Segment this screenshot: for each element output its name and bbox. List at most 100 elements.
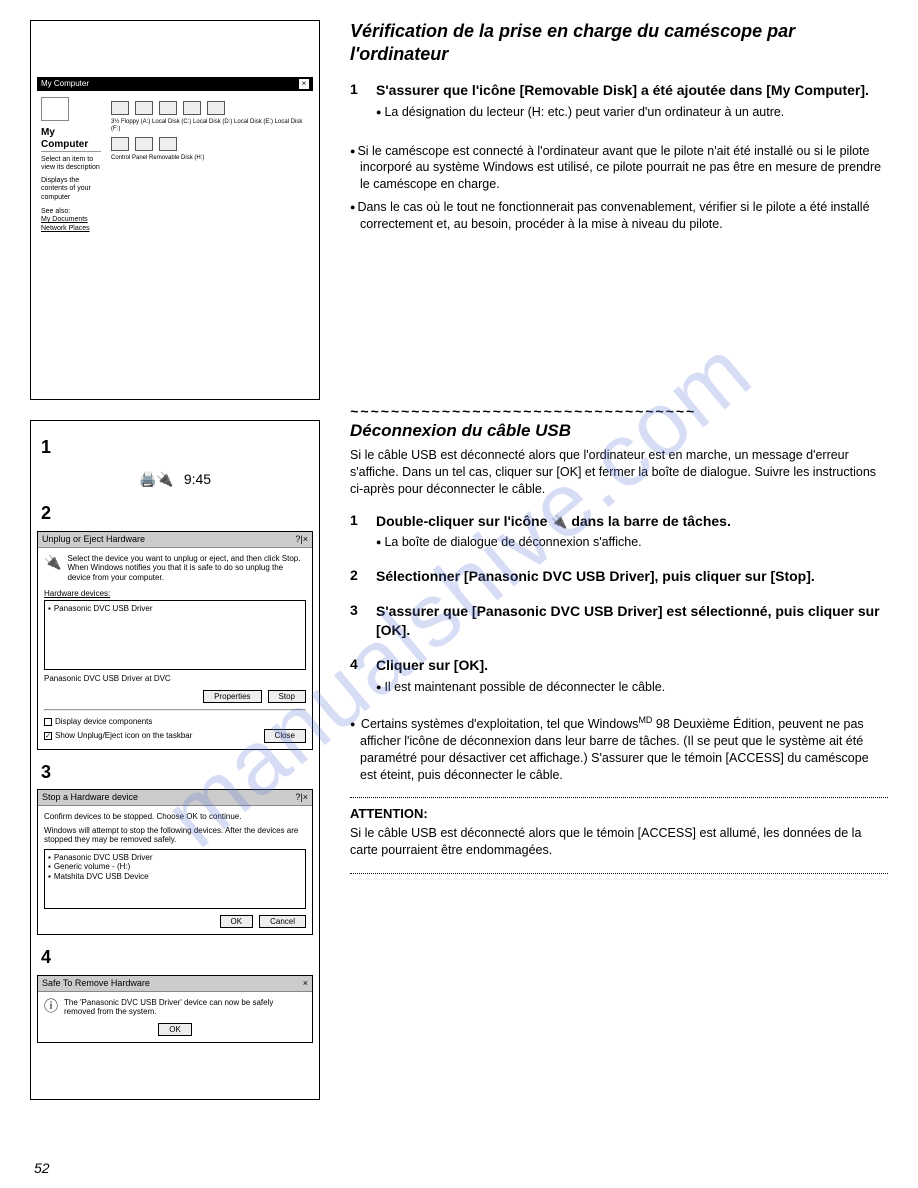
dialog-unplug-info: Select the device you want to unplug or … [67, 554, 306, 583]
wave-separator: ~~~~~~~~~~~~~~~~~~~~~~~~~~~~~~~~~~ [350, 403, 888, 419]
attention-text: Si le câble USB est déconnecté alors que… [350, 825, 888, 859]
device-icon: ▪ [48, 872, 51, 882]
close-button[interactable]: Close [264, 729, 306, 743]
device-icon: ▪ [48, 604, 51, 614]
right-column: Vérification de la prise en charge du ca… [340, 20, 888, 1120]
dialog-safe-title-text: Safe To Remove Hardware [42, 978, 150, 989]
mycomputer-title: My Computer [41, 79, 89, 89]
mycomp-seealso: See also: [41, 208, 101, 216]
screenshot-mycomputer: My Computer × My Computer Select an item… [30, 20, 320, 400]
screenshot-steps-box: 1 🖨️🔌 9:45 2 Unplug or Eject Hardware ?|… [30, 420, 320, 1100]
checkbox-label: Show Unplug/Eject icon on the taskbar [55, 731, 192, 740]
checkbox-label: Display device components [55, 717, 152, 726]
s2-step4-text: Cliquer sur [OK]. [376, 656, 488, 675]
removable-disk-icon [159, 137, 177, 151]
bullet1a: Certains systèmes d'exploitation, tel qu… [361, 717, 639, 731]
hardware-devices-label: Hardware devices: [44, 589, 306, 599]
device-name: Panasonic DVC USB Driver [54, 853, 153, 863]
info-icon: ⓘ [44, 998, 58, 1017]
s2-step2-text: Sélectionner [Panasonic DVC USB Driver],… [376, 567, 815, 586]
step-number: 4 [350, 656, 366, 675]
checkbox-show-icon[interactable]: Show Unplug/Eject icon on the taskbar [44, 731, 192, 741]
list-item: ▪Generic volume - (H:) [48, 862, 302, 872]
device-icon: ▪ [48, 853, 51, 863]
device-name: Generic volume - (H:) [54, 862, 130, 872]
computer-icon [41, 97, 69, 121]
mycomp-desc1: Select an item to view its description [41, 156, 101, 173]
section2-title: Déconnexion du câble USB [350, 421, 888, 441]
folder-icon [135, 137, 153, 151]
dialog-safe-title: Safe To Remove Hardware × [38, 976, 312, 992]
dialog-unplug-title-text: Unplug or Eject Hardware [42, 534, 145, 545]
stop-button[interactable]: Stop [268, 690, 306, 704]
close-icon: × [299, 79, 309, 89]
step1-text: S'assurer que l'icône [Removable Disk] a… [376, 81, 869, 100]
left-step-3: 3 [41, 762, 313, 784]
mycomp-link1: My Documents [41, 216, 101, 224]
drive-icons-row1 [111, 101, 309, 115]
mycomputer-label: My Computer [41, 127, 101, 152]
section1-bullet2: Dans le cas où le tout ne fonctionnerait… [350, 199, 888, 233]
dialog-stop-info2: Windows will attempt to stop the followi… [44, 826, 306, 845]
step-number: 1 [350, 81, 366, 100]
device-name: Panasonic DVC USB Driver [54, 604, 153, 614]
dialog-stop-device: Stop a Hardware device ?|× Confirm devic… [37, 789, 313, 935]
drive-labels-row2: Control Panel Removable Disk (H:) [111, 155, 309, 162]
step1-sub: La désignation du lecteur (H: etc.) peut… [376, 104, 888, 121]
s2-step1-text: Double-cliquer sur l'icône 🔌 dans la bar… [376, 512, 731, 531]
step-number: 1 [350, 512, 366, 531]
mycomp-link2: Network Places [41, 225, 101, 233]
dotted-separator [350, 873, 888, 874]
attention-title: ATTENTION: [350, 806, 888, 821]
section2-bullet1: Certains systèmes d'exploitation, tel qu… [350, 714, 888, 784]
mycomp-desc2: Displays the contents of your computer [41, 177, 101, 202]
properties-button[interactable]: Properties [203, 690, 261, 704]
section2-intro: Si le câble USB est déconnecté alors que… [350, 447, 888, 498]
dialog-stop-info1: Confirm devices to be stopped. Choose OK… [44, 812, 306, 822]
page-number: 52 [34, 1160, 50, 1176]
eject-icon: 🔌 [44, 554, 61, 583]
left-step-1: 1 [41, 437, 313, 459]
eject-icon: 🔌 [551, 514, 567, 529]
dialog-close-x: × [303, 978, 308, 989]
list-item: ▪Matshita DVC USB Device [48, 872, 302, 882]
list-item: ▪ Panasonic DVC USB Driver [48, 604, 302, 614]
s2-step1-b: dans la barre de tâches. [571, 513, 731, 529]
systray-row: 🖨️🔌 9:45 [37, 465, 313, 494]
section1-bullet1: Si le caméscope est connecté à l'ordinat… [350, 143, 888, 194]
drive-icon [111, 137, 129, 151]
md-superscript: MD [638, 715, 652, 725]
device-caption: Panasonic DVC USB Driver at DVC [44, 674, 306, 684]
mycomputer-body: My Computer Select an item to view its d… [37, 91, 313, 239]
left-step-4: 4 [41, 947, 313, 969]
drive-icon [111, 101, 129, 115]
drive-icon [207, 101, 225, 115]
left-step-2: 2 [41, 503, 313, 525]
eject-icon: 🖨️🔌 [139, 471, 174, 488]
dialog-close-x: ?|× [295, 792, 308, 803]
s2-step1-sub: La boîte de dialogue de déconnexion s'af… [376, 534, 888, 551]
step-number: 2 [350, 567, 366, 586]
s2-step4-sub: Il est maintenant possible de déconnecte… [376, 679, 888, 696]
mycomputer-titlebar: My Computer × [37, 77, 313, 91]
stop-device-list: ▪Panasonic DVC USB Driver ▪Generic volum… [44, 849, 306, 909]
dialog-close-x: ?|× [295, 534, 308, 545]
drive-icon [135, 101, 153, 115]
drive-icon [183, 101, 201, 115]
drive-icons-row2 [111, 137, 309, 151]
device-name: Matshita DVC USB Device [54, 872, 149, 882]
dialog-safe-remove: Safe To Remove Hardware × ⓘ The 'Panason… [37, 975, 313, 1044]
list-item: ▪Panasonic DVC USB Driver [48, 853, 302, 863]
cancel-button[interactable]: Cancel [259, 915, 306, 929]
ok-button[interactable]: OK [158, 1023, 192, 1037]
drive-labels-row1: 3½ Floppy (A:) Local Disk (C:) Local Dis… [111, 119, 309, 133]
dialog-unplug: Unplug or Eject Hardware ?|× 🔌 Select th… [37, 531, 313, 750]
dialog-unplug-title: Unplug or Eject Hardware ?|× [38, 532, 312, 548]
hardware-devices-list: ▪ Panasonic DVC USB Driver [44, 600, 306, 670]
page-container: My Computer × My Computer Select an item… [30, 20, 888, 1120]
ok-button[interactable]: OK [220, 915, 254, 929]
checkbox-display-components[interactable]: Display device components [44, 717, 306, 727]
section1-title: Vérification de la prise en charge du ca… [350, 20, 888, 67]
device-icon: ▪ [48, 862, 51, 872]
left-column: My Computer × My Computer Select an item… [30, 20, 320, 1120]
